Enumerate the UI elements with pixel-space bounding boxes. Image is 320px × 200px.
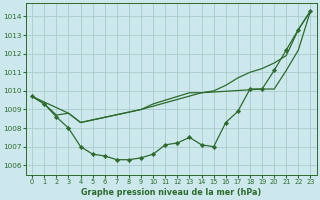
X-axis label: Graphe pression niveau de la mer (hPa): Graphe pression niveau de la mer (hPa) — [81, 188, 261, 197]
